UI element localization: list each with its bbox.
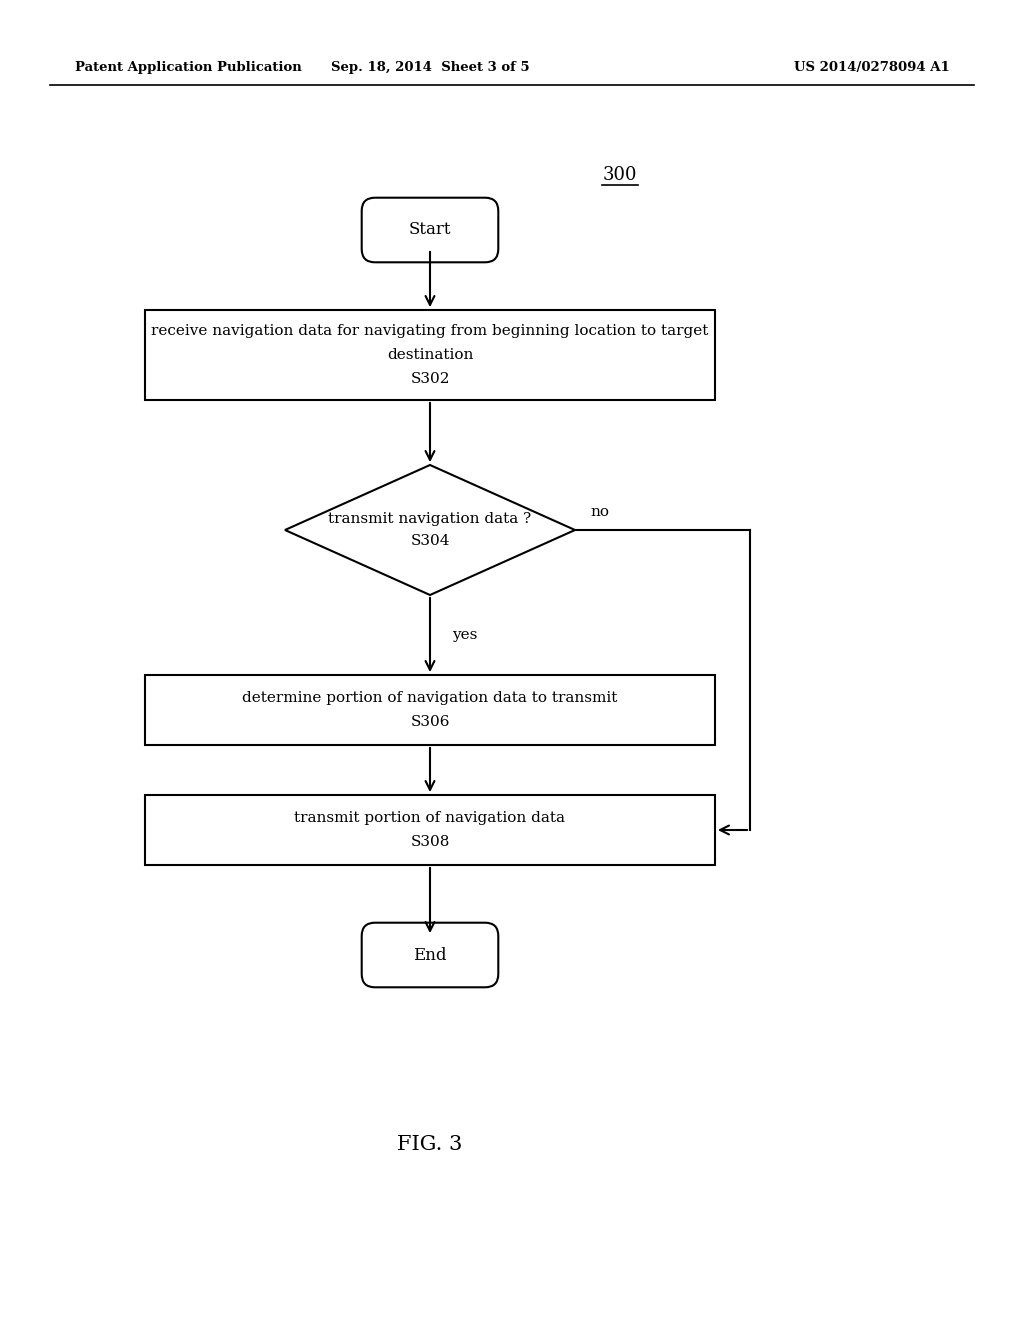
- Text: receive navigation data for navigating from beginning location to target: receive navigation data for navigating f…: [152, 323, 709, 338]
- Text: US 2014/0278094 A1: US 2014/0278094 A1: [795, 62, 950, 74]
- Polygon shape: [285, 465, 575, 595]
- Bar: [145, 310, 715, 400]
- Text: 300: 300: [603, 166, 637, 183]
- Text: S308: S308: [411, 836, 450, 849]
- Text: Start: Start: [409, 222, 452, 239]
- Text: S306: S306: [411, 715, 450, 729]
- Text: FIG. 3: FIG. 3: [397, 1135, 463, 1155]
- Text: determine portion of navigation data to transmit: determine portion of navigation data to …: [243, 690, 617, 705]
- Text: End: End: [414, 946, 446, 964]
- Text: transmit navigation data ?: transmit navigation data ?: [329, 512, 531, 525]
- Bar: [145, 795, 715, 865]
- Text: no: no: [590, 506, 609, 519]
- FancyBboxPatch shape: [361, 198, 499, 263]
- Text: S304: S304: [411, 535, 450, 548]
- Text: Sep. 18, 2014  Sheet 3 of 5: Sep. 18, 2014 Sheet 3 of 5: [331, 62, 529, 74]
- Text: Patent Application Publication: Patent Application Publication: [75, 62, 302, 74]
- Text: yes: yes: [452, 628, 477, 642]
- Text: transmit portion of navigation data: transmit portion of navigation data: [295, 810, 565, 825]
- Text: S302: S302: [411, 372, 450, 385]
- Text: destination: destination: [387, 348, 473, 362]
- FancyBboxPatch shape: [361, 923, 499, 987]
- Bar: [145, 675, 715, 744]
